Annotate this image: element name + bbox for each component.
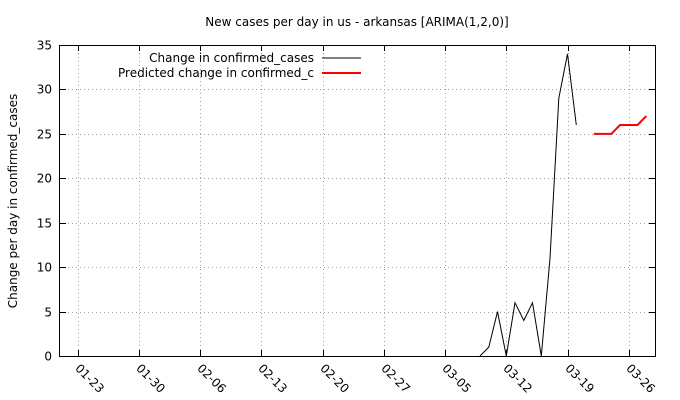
legend-label-1: Change in confirmed_cases (149, 51, 314, 65)
grid-layer (60, 45, 655, 356)
y-tick-label: 25 (37, 128, 52, 142)
x-tick-label: 02-20 (317, 361, 352, 396)
y-tick-label: 10 (37, 261, 52, 275)
x-tick-label: 02-13 (255, 361, 290, 396)
y-tick-label: 15 (37, 217, 52, 231)
y-axis-label: Change per day in confirmed_cases (6, 94, 20, 309)
series-line-1 (479, 53, 577, 357)
series-layer (479, 53, 648, 357)
tick-layer: 0 5 10 15 20 25 30 35 01-23 01-30 02-06 02-13 02-20 0… (37, 39, 658, 396)
y-tick-label: 0 (44, 350, 52, 364)
plot-frame (59, 45, 656, 357)
x-tick-label: 03-26 (623, 361, 658, 396)
x-tick-label: 01-23 (72, 361, 107, 396)
y-tick-label: 30 (37, 83, 52, 97)
chart-title: New cases per day in us - arkansas [ARIM… (205, 15, 508, 29)
y-tick-label: 20 (37, 172, 52, 186)
y-tick-label: 35 (37, 39, 52, 53)
x-tick-label: 02-27 (378, 361, 413, 396)
x-tick-label: 03-19 (562, 361, 597, 396)
y-tick-label: 5 (44, 306, 52, 320)
legend-label-2: Predicted change in confirmed_c (118, 66, 314, 80)
series-line-2 (593, 115, 648, 135)
x-tick-label: 03-12 (500, 361, 535, 396)
x-tick-label: 01-30 (133, 361, 168, 396)
x-tick-label: 03-05 (439, 361, 474, 396)
x-tick-label: 02-06 (194, 361, 229, 396)
